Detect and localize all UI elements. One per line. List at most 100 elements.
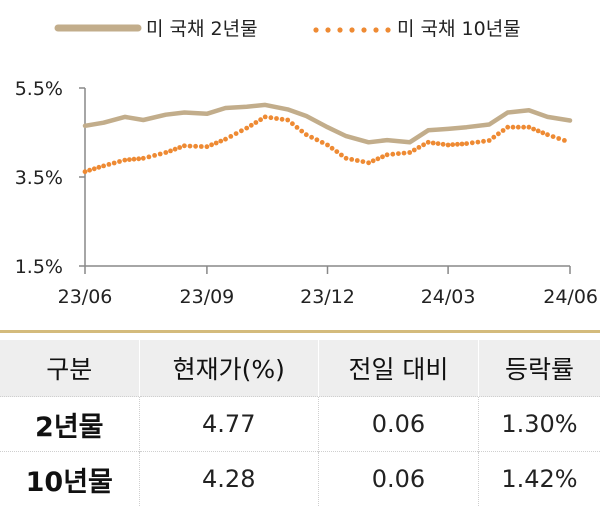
series-10y-point	[209, 142, 214, 147]
cell-current: 4.28	[139, 452, 318, 506]
series-10y-point	[168, 149, 173, 154]
series-10y-point	[239, 128, 244, 133]
x-tick-label: 24/06	[543, 286, 598, 308]
series-10y-point	[487, 138, 492, 143]
y-tick-label: 5.5%	[15, 78, 63, 100]
series-10y-point	[315, 137, 320, 142]
header-current: 현재가(%)	[139, 340, 318, 397]
x-tick-label: 23/09	[180, 286, 235, 308]
series-10y-point	[182, 143, 187, 148]
series-10y-point	[152, 153, 157, 158]
series-10y-point	[426, 140, 431, 145]
series-10y-point	[446, 143, 451, 148]
x-tick-label: 23/06	[58, 286, 113, 308]
chart-table-divider	[0, 330, 600, 333]
cell-rate: 1.30%	[478, 397, 600, 452]
series-10y-point	[83, 169, 88, 174]
series-10y-point	[92, 166, 97, 171]
cell-change: 0.06	[318, 397, 478, 452]
legend: 미 국채 2년물 미 국채 10년물	[58, 18, 521, 40]
yield-chart: 미 국채 2년물 미 국채 10년물 5.5% 3.5% 1.5% 23/06 23/…	[0, 0, 600, 330]
series-10y-point	[556, 136, 561, 141]
header-rate: 등락률	[478, 340, 600, 397]
series-10y-point	[460, 142, 465, 147]
series-10y-point	[431, 141, 436, 146]
series-10y-point	[309, 135, 314, 140]
y-tick-label: 1.5%	[15, 256, 63, 278]
series-10y-point	[545, 132, 550, 137]
series-10y-point	[177, 145, 182, 150]
table-header-row: 구분 현재가(%) 전일 대비 등락률	[0, 340, 600, 397]
series-10y-point	[127, 157, 132, 162]
series-10y-point	[385, 152, 390, 157]
series-10y-point	[263, 115, 268, 120]
series-10y-point	[476, 140, 481, 145]
legend-dot	[373, 27, 378, 32]
series-10y-point	[361, 159, 366, 164]
table-row: 10년물 4.28 0.06 1.42%	[0, 452, 600, 506]
series-10y-point	[136, 156, 141, 161]
series-10y-point	[274, 116, 279, 121]
series-10y-point	[540, 130, 545, 135]
yield-table: 구분 현재가(%) 전일 대비 등락률 2년물 4.77 0.06 1.30% …	[0, 340, 600, 506]
series-10y-point	[223, 137, 228, 142]
series-10y-point	[254, 120, 259, 125]
y-tick-group: 5.5% 3.5% 1.5%	[15, 78, 85, 278]
series-10y-point	[455, 142, 460, 147]
series-10y-point	[269, 115, 274, 120]
legend-dot	[385, 27, 390, 32]
series-10y-point	[417, 145, 422, 150]
series-10y-point	[470, 140, 475, 145]
series-10y-point	[320, 140, 325, 145]
series-10y-point	[330, 146, 335, 151]
row-label: 10년물	[0, 452, 139, 506]
series-10y-point	[141, 156, 146, 161]
series-10y-point	[112, 161, 117, 166]
series-10y-point	[371, 158, 376, 163]
header-change: 전일 대비	[318, 340, 478, 397]
series-10y-point	[531, 127, 536, 132]
table-row: 2년물 4.77 0.06 1.30%	[0, 397, 600, 452]
series-10y-point	[366, 160, 371, 165]
legend-dot	[349, 27, 354, 32]
series-10y-point	[147, 155, 152, 160]
series-10y-point	[516, 125, 521, 130]
series-10y-point	[505, 125, 510, 130]
series-group	[83, 105, 570, 174]
series-10y-point	[117, 159, 122, 164]
series-10y-point	[407, 150, 412, 155]
series-10y-point	[491, 135, 496, 140]
series-10y-point	[218, 139, 223, 144]
series-10y-point	[396, 151, 401, 156]
series-10y-point	[244, 126, 249, 131]
series-10y-point	[285, 118, 290, 123]
series-10y-point	[97, 165, 102, 170]
legend-dot	[361, 27, 366, 32]
series-10y-point	[464, 141, 469, 146]
series-10y-point	[193, 144, 198, 149]
legend-dot	[325, 27, 330, 32]
series-10y-point	[501, 128, 506, 133]
series-10y-point	[249, 123, 254, 128]
series-10y-point	[412, 148, 417, 153]
legend-dot	[337, 27, 342, 32]
series-10y-point	[441, 142, 446, 147]
series-10y-point	[188, 144, 193, 149]
series-10y-point	[421, 142, 426, 147]
series-10y-point	[205, 144, 210, 149]
series-10y-point	[344, 156, 349, 161]
series-10y-point	[496, 131, 501, 136]
legend-swatch-10y	[313, 27, 390, 32]
header-category: 구분	[0, 340, 139, 397]
series-10y-point	[299, 129, 304, 134]
series-10y-point	[562, 138, 567, 143]
y-tick-label: 3.5%	[15, 167, 63, 189]
series-10y-point	[376, 156, 381, 161]
x-tick-label: 23/12	[300, 286, 355, 308]
series-10y-point	[258, 117, 263, 122]
series-10y-point	[481, 139, 486, 144]
series-10y-point	[132, 157, 137, 162]
cell-current: 4.77	[139, 397, 318, 452]
series-10y-point	[234, 131, 239, 136]
series-10y-point	[380, 154, 385, 159]
